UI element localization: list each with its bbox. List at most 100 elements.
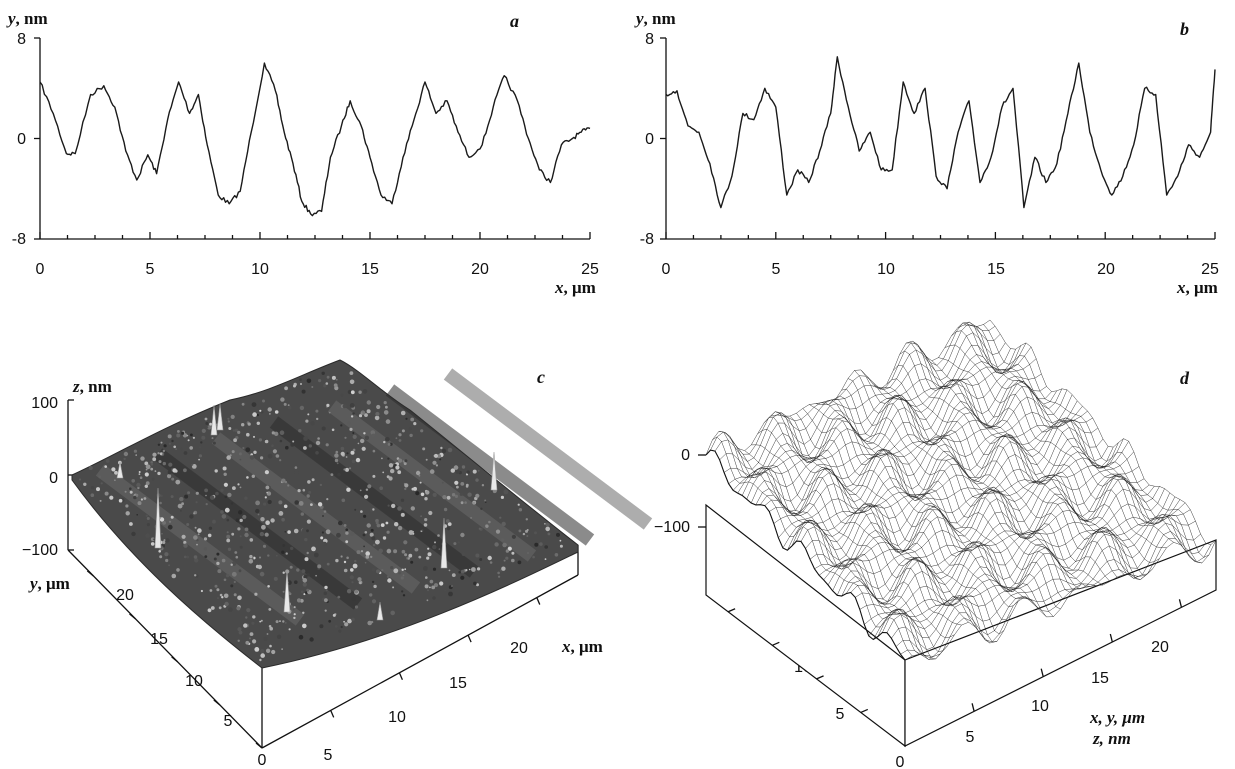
texture-speck — [475, 553, 480, 558]
texture-speck — [226, 518, 230, 522]
texture-speck — [167, 524, 173, 530]
texture-speck — [114, 479, 116, 482]
panel-b-xtick: 5 — [772, 261, 781, 278]
texture-speck — [192, 436, 195, 439]
texture-speck — [288, 628, 291, 631]
texture-speck — [544, 545, 548, 549]
texture-speck — [183, 555, 187, 559]
texture-speck — [253, 450, 257, 454]
texture-speck — [183, 540, 187, 545]
texture-speck — [135, 493, 139, 497]
mesh-line — [805, 427, 1104, 561]
texture-speck — [167, 434, 172, 439]
mesh-line — [893, 365, 1111, 582]
texture-speck — [350, 390, 355, 395]
texture-speck — [294, 500, 300, 505]
texture-speck — [346, 485, 349, 488]
panel-b-xtick: 15 — [987, 261, 1005, 278]
texture-speck — [220, 510, 224, 514]
texture-speck — [220, 488, 224, 492]
texture-speck — [442, 495, 447, 500]
texture-speck — [165, 538, 170, 543]
panel-d-wireframe-mesh — [705, 319, 1217, 661]
texture-speck — [176, 433, 181, 438]
panel-d: d 0 −100 20 15 10 5 0 5 10 15 20 x, y, μ… — [654, 319, 1217, 769]
texture-speck — [460, 569, 465, 574]
texture-speck — [271, 431, 275, 435]
texture-speck — [390, 610, 396, 616]
texture-speck — [408, 530, 414, 535]
texture-speck — [263, 502, 267, 506]
texture-speck — [556, 532, 560, 537]
y-tick-mark — [255, 742, 263, 749]
texture-speck — [310, 421, 315, 426]
x-tick-mark — [330, 710, 335, 718]
surface-ridge — [269, 416, 479, 578]
texture-speck — [150, 537, 155, 542]
texture-speck — [393, 568, 399, 574]
surface-spike — [283, 569, 291, 613]
texture-speck — [400, 512, 405, 517]
texture-speck — [207, 533, 212, 538]
texture-speck — [193, 555, 198, 559]
texture-speck — [376, 404, 381, 410]
texture-speck — [450, 468, 455, 473]
texture-speck — [363, 545, 365, 548]
texture-speck — [544, 558, 547, 560]
texture-speck — [195, 491, 199, 495]
texture-speck — [306, 529, 309, 533]
texture-speck — [180, 510, 182, 512]
texture-speck — [403, 540, 408, 545]
texture-speck — [334, 458, 339, 463]
texture-speck — [284, 386, 288, 391]
texture-speck — [219, 593, 223, 597]
texture-speck — [252, 556, 256, 560]
texture-speck — [370, 528, 374, 532]
texture-speck — [170, 515, 174, 519]
texture-speck — [255, 508, 260, 514]
y-tick-mark — [86, 570, 94, 577]
mesh-line — [895, 531, 1206, 659]
panel-c-xtick: 5 — [324, 747, 333, 764]
texture-speck — [303, 574, 308, 580]
texture-speck — [479, 558, 483, 561]
mesh-line — [873, 499, 1181, 640]
texture-speck — [394, 522, 399, 527]
texture-speck — [159, 517, 165, 522]
texture-speck — [233, 580, 236, 584]
texture-speck — [347, 421, 351, 425]
texture-speck — [279, 430, 285, 436]
texture-speck — [238, 510, 243, 515]
texture-speck — [315, 440, 321, 446]
texture-speck — [267, 554, 270, 557]
texture-speck — [238, 452, 242, 456]
texture-speck — [340, 625, 343, 629]
texture-speck — [431, 585, 436, 590]
texture-speck — [150, 462, 154, 466]
texture-speck — [387, 578, 392, 583]
texture-speck — [205, 422, 209, 425]
texture-speck — [197, 533, 200, 535]
texture-speck — [534, 542, 539, 547]
texture-speck — [410, 560, 414, 564]
texture-speck — [260, 619, 263, 622]
texture-speck — [154, 470, 157, 472]
texture-speck — [315, 409, 319, 413]
texture-speck — [390, 566, 394, 570]
texture-speck — [285, 445, 289, 450]
panel-c-x-axis — [261, 574, 579, 749]
texture-speck — [281, 550, 285, 554]
texture-speck — [231, 571, 237, 577]
panel-a-xtick: 10 — [251, 261, 269, 278]
texture-speck — [311, 478, 315, 482]
texture-speck — [242, 514, 247, 520]
texture-speck — [369, 593, 373, 597]
texture-speck — [502, 542, 507, 548]
texture-speck — [374, 415, 380, 421]
texture-speck — [145, 533, 150, 538]
panel-c-ytick: 20 — [116, 587, 134, 604]
texture-speck — [163, 444, 167, 448]
texture-speck — [111, 467, 116, 472]
texture-speck — [283, 504, 288, 509]
texture-speck — [262, 399, 265, 403]
